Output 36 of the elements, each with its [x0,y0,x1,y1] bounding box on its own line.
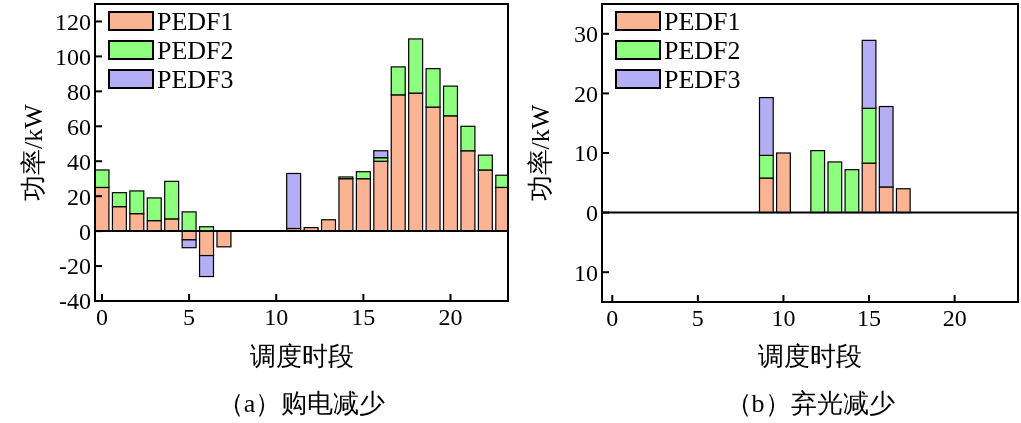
x-tick-label: 10 [771,305,796,331]
y-tick-label: 10 [574,140,598,167]
legend-label: PEDF3 [157,65,234,95]
x-tick-label: 5 [183,304,196,330]
legend-label: PEDF1 [157,7,234,37]
x-tick-label: 0 [606,305,619,331]
x-axis-title: 调度时段 [758,342,862,371]
y-tick-label: 80 [67,78,91,105]
y-tick-label: 40 [67,148,91,175]
y-tick-label: -40 [59,288,91,315]
x-tick-label: 10 [264,304,289,330]
y-axis-title: 功率/kW [526,104,556,202]
y-tick-label: 120 [55,8,91,35]
y-tick-label: 20 [67,183,91,210]
x-axis-title: 调度时段 [249,342,354,371]
text: （b）弃光减少 [725,389,895,418]
y-tick-label: 0 [586,200,598,226]
x-tick-label: 20 [942,305,967,331]
legend-label: PEDF3 [664,65,741,95]
legend-label: PEDF2 [664,36,741,66]
y-tick-label: 20 [574,80,598,107]
text: （a）购电减少 [217,389,386,418]
x-tick-label: 5 [691,305,704,331]
legend-label: PEDF1 [664,7,741,37]
x-tick-label: 0 [95,304,108,330]
y-tick-label: 30 [574,21,598,48]
y-tick-label: -20 [59,253,91,280]
x-tick-label: 15 [351,304,376,330]
y-tick-label: 10 [574,259,598,286]
legend-label: PEDF2 [157,36,234,66]
y-tick-label: 100 [55,43,91,70]
y-tick-label: 0 [79,218,91,245]
x-tick-label: 20 [438,304,463,330]
x-tick-label: 15 [857,305,882,331]
y-tick-label: 60 [67,113,91,140]
y-axis-title: 功率/kW [19,103,49,201]
